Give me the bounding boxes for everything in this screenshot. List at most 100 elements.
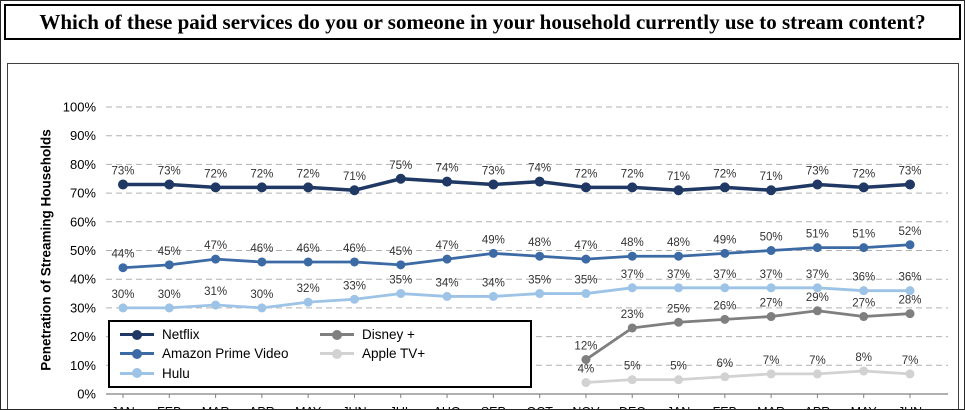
svg-text:50%: 50% bbox=[760, 232, 783, 244]
svg-text:37%: 37% bbox=[667, 269, 690, 281]
svg-text:60%: 60% bbox=[70, 214, 96, 229]
svg-text:100%: 100% bbox=[63, 100, 97, 115]
svg-text:71%: 71% bbox=[760, 171, 783, 183]
svg-text:30%: 30% bbox=[158, 289, 181, 301]
svg-text:34%: 34% bbox=[482, 277, 505, 289]
svg-text:APR: APR bbox=[249, 405, 275, 410]
svg-text:50%: 50% bbox=[70, 243, 96, 258]
svg-text:6%: 6% bbox=[717, 358, 734, 370]
svg-text:JUN: JUN bbox=[342, 405, 366, 410]
svg-text:71%: 71% bbox=[667, 171, 690, 183]
legend-label-netflix: Netflix bbox=[162, 327, 200, 343]
svg-text:52%: 52% bbox=[898, 226, 921, 238]
y-axis-title: Penetration of Streaming Households bbox=[38, 129, 54, 371]
legend-item-disney-plus: Disney + bbox=[320, 327, 520, 342]
svg-text:31%: 31% bbox=[204, 286, 227, 298]
legend-marker-apple-tv-plus bbox=[320, 352, 354, 356]
series-disney bbox=[581, 306, 915, 365]
svg-text:30%: 30% bbox=[70, 300, 96, 315]
svg-text:30%: 30% bbox=[111, 289, 134, 301]
svg-text:MAY: MAY bbox=[295, 405, 322, 410]
svg-text:44%: 44% bbox=[111, 249, 134, 261]
svg-text:47%: 47% bbox=[436, 240, 459, 252]
x-tick-labels: JAN FEB MAR APR MAY JUN JUL AUG SEP OCT NOV DEC JAN F… bbox=[111, 394, 922, 410]
svg-text:27%: 27% bbox=[852, 298, 875, 310]
legend-item-apple-tv-plus: Apple TV+ bbox=[320, 346, 520, 361]
svg-text:73%: 73% bbox=[806, 165, 829, 177]
svg-text:JUL: JUL bbox=[390, 405, 412, 410]
svg-text:FEB: FEB bbox=[157, 405, 181, 410]
svg-text:73%: 73% bbox=[158, 165, 181, 177]
svg-text:MAR: MAR bbox=[202, 405, 230, 410]
legend-label-hulu: Hulu bbox=[162, 365, 190, 381]
series-netflix-labels: 73% 73% 72% 72% 72% 71% 75% 74% 73% 74% 72% 72% 71% 7… bbox=[111, 160, 921, 183]
svg-text:OCT: OCT bbox=[526, 405, 553, 410]
line-chart: 0% 10% 20% 30% 40% 50% 60% 70% 80% 90% 100% JAN FEB M… bbox=[63, 100, 948, 410]
svg-text:33%: 33% bbox=[343, 280, 366, 292]
svg-text:7%: 7% bbox=[902, 355, 919, 367]
svg-text:46%: 46% bbox=[343, 243, 366, 255]
svg-text:AUG: AUG bbox=[434, 405, 461, 410]
svg-text:DEC: DEC bbox=[619, 405, 645, 410]
legend-marker-netflix bbox=[120, 333, 154, 337]
svg-text:35%: 35% bbox=[528, 275, 551, 287]
svg-text:32%: 32% bbox=[297, 283, 320, 295]
svg-text:7%: 7% bbox=[809, 355, 826, 367]
svg-text:30%: 30% bbox=[250, 289, 273, 301]
series-apple-tv-labels: 4% 5% 5% 6% 7% 7% 8% 7% bbox=[578, 352, 919, 375]
svg-text:5%: 5% bbox=[624, 361, 641, 373]
series-hulu bbox=[118, 283, 915, 313]
svg-text:34%: 34% bbox=[436, 277, 459, 289]
svg-text:47%: 47% bbox=[204, 240, 227, 252]
svg-text:74%: 74% bbox=[436, 163, 459, 175]
svg-text:73%: 73% bbox=[111, 165, 134, 177]
svg-text:37%: 37% bbox=[621, 269, 644, 281]
chart-panel: 0% 10% 20% 30% 40% 50% 60% 70% 80% 90% 100% JAN FEB M… bbox=[7, 63, 959, 410]
svg-text:45%: 45% bbox=[158, 246, 181, 258]
svg-text:4%: 4% bbox=[578, 364, 595, 376]
svg-text:72%: 72% bbox=[713, 168, 736, 180]
svg-text:37%: 37% bbox=[713, 269, 736, 281]
svg-text:APR: APR bbox=[805, 405, 831, 410]
legend: Netflix Amazon Prime Video Hulu Disney +… bbox=[108, 320, 532, 388]
svg-text:73%: 73% bbox=[898, 165, 921, 177]
svg-text:JUN: JUN bbox=[898, 405, 922, 410]
svg-text:48%: 48% bbox=[667, 237, 690, 249]
svg-text:71%: 71% bbox=[343, 171, 366, 183]
legend-item-amazon-prime-video: Amazon Prime Video bbox=[120, 346, 320, 361]
svg-text:37%: 37% bbox=[760, 269, 783, 281]
svg-text:46%: 46% bbox=[250, 243, 273, 255]
svg-text:26%: 26% bbox=[713, 300, 736, 312]
svg-text:73%: 73% bbox=[482, 165, 505, 177]
svg-text:27%: 27% bbox=[760, 298, 783, 310]
svg-text:40%: 40% bbox=[70, 272, 96, 287]
legend-item-netflix: Netflix bbox=[120, 327, 320, 342]
y-tick-labels: 0% 10% 20% 30% 40% 50% 60% 70% 80% 90% 100% bbox=[63, 100, 97, 402]
svg-text:MAR: MAR bbox=[757, 405, 785, 410]
svg-text:MAY: MAY bbox=[851, 405, 878, 410]
svg-text:45%: 45% bbox=[389, 246, 412, 258]
legend-label-disney-plus: Disney + bbox=[362, 327, 415, 343]
svg-text:72%: 72% bbox=[250, 168, 273, 180]
svg-text:47%: 47% bbox=[574, 240, 597, 252]
svg-text:35%: 35% bbox=[574, 275, 597, 287]
svg-text:46%: 46% bbox=[297, 243, 320, 255]
svg-text:72%: 72% bbox=[297, 168, 320, 180]
series-hulu-labels: 30% 30% 31% 30% 32% 33% 35% 34% 34% 35% 35% 37% 37% 3… bbox=[111, 269, 921, 301]
svg-text:JAN: JAN bbox=[111, 405, 135, 410]
svg-text:74%: 74% bbox=[528, 163, 551, 175]
svg-text:70%: 70% bbox=[70, 186, 96, 201]
legend-marker-amazon-prime-video bbox=[120, 352, 154, 356]
svg-text:72%: 72% bbox=[621, 168, 644, 180]
svg-text:FEB: FEB bbox=[713, 405, 737, 410]
svg-text:72%: 72% bbox=[852, 168, 875, 180]
svg-text:49%: 49% bbox=[713, 234, 736, 246]
legend-marker-disney-plus bbox=[320, 333, 354, 337]
svg-text:25%: 25% bbox=[667, 303, 690, 315]
svg-text:7%: 7% bbox=[763, 355, 780, 367]
svg-text:12%: 12% bbox=[574, 341, 597, 353]
svg-text:49%: 49% bbox=[482, 234, 505, 246]
svg-text:36%: 36% bbox=[852, 272, 875, 284]
svg-text:SEP: SEP bbox=[481, 405, 506, 410]
svg-text:48%: 48% bbox=[621, 237, 644, 249]
